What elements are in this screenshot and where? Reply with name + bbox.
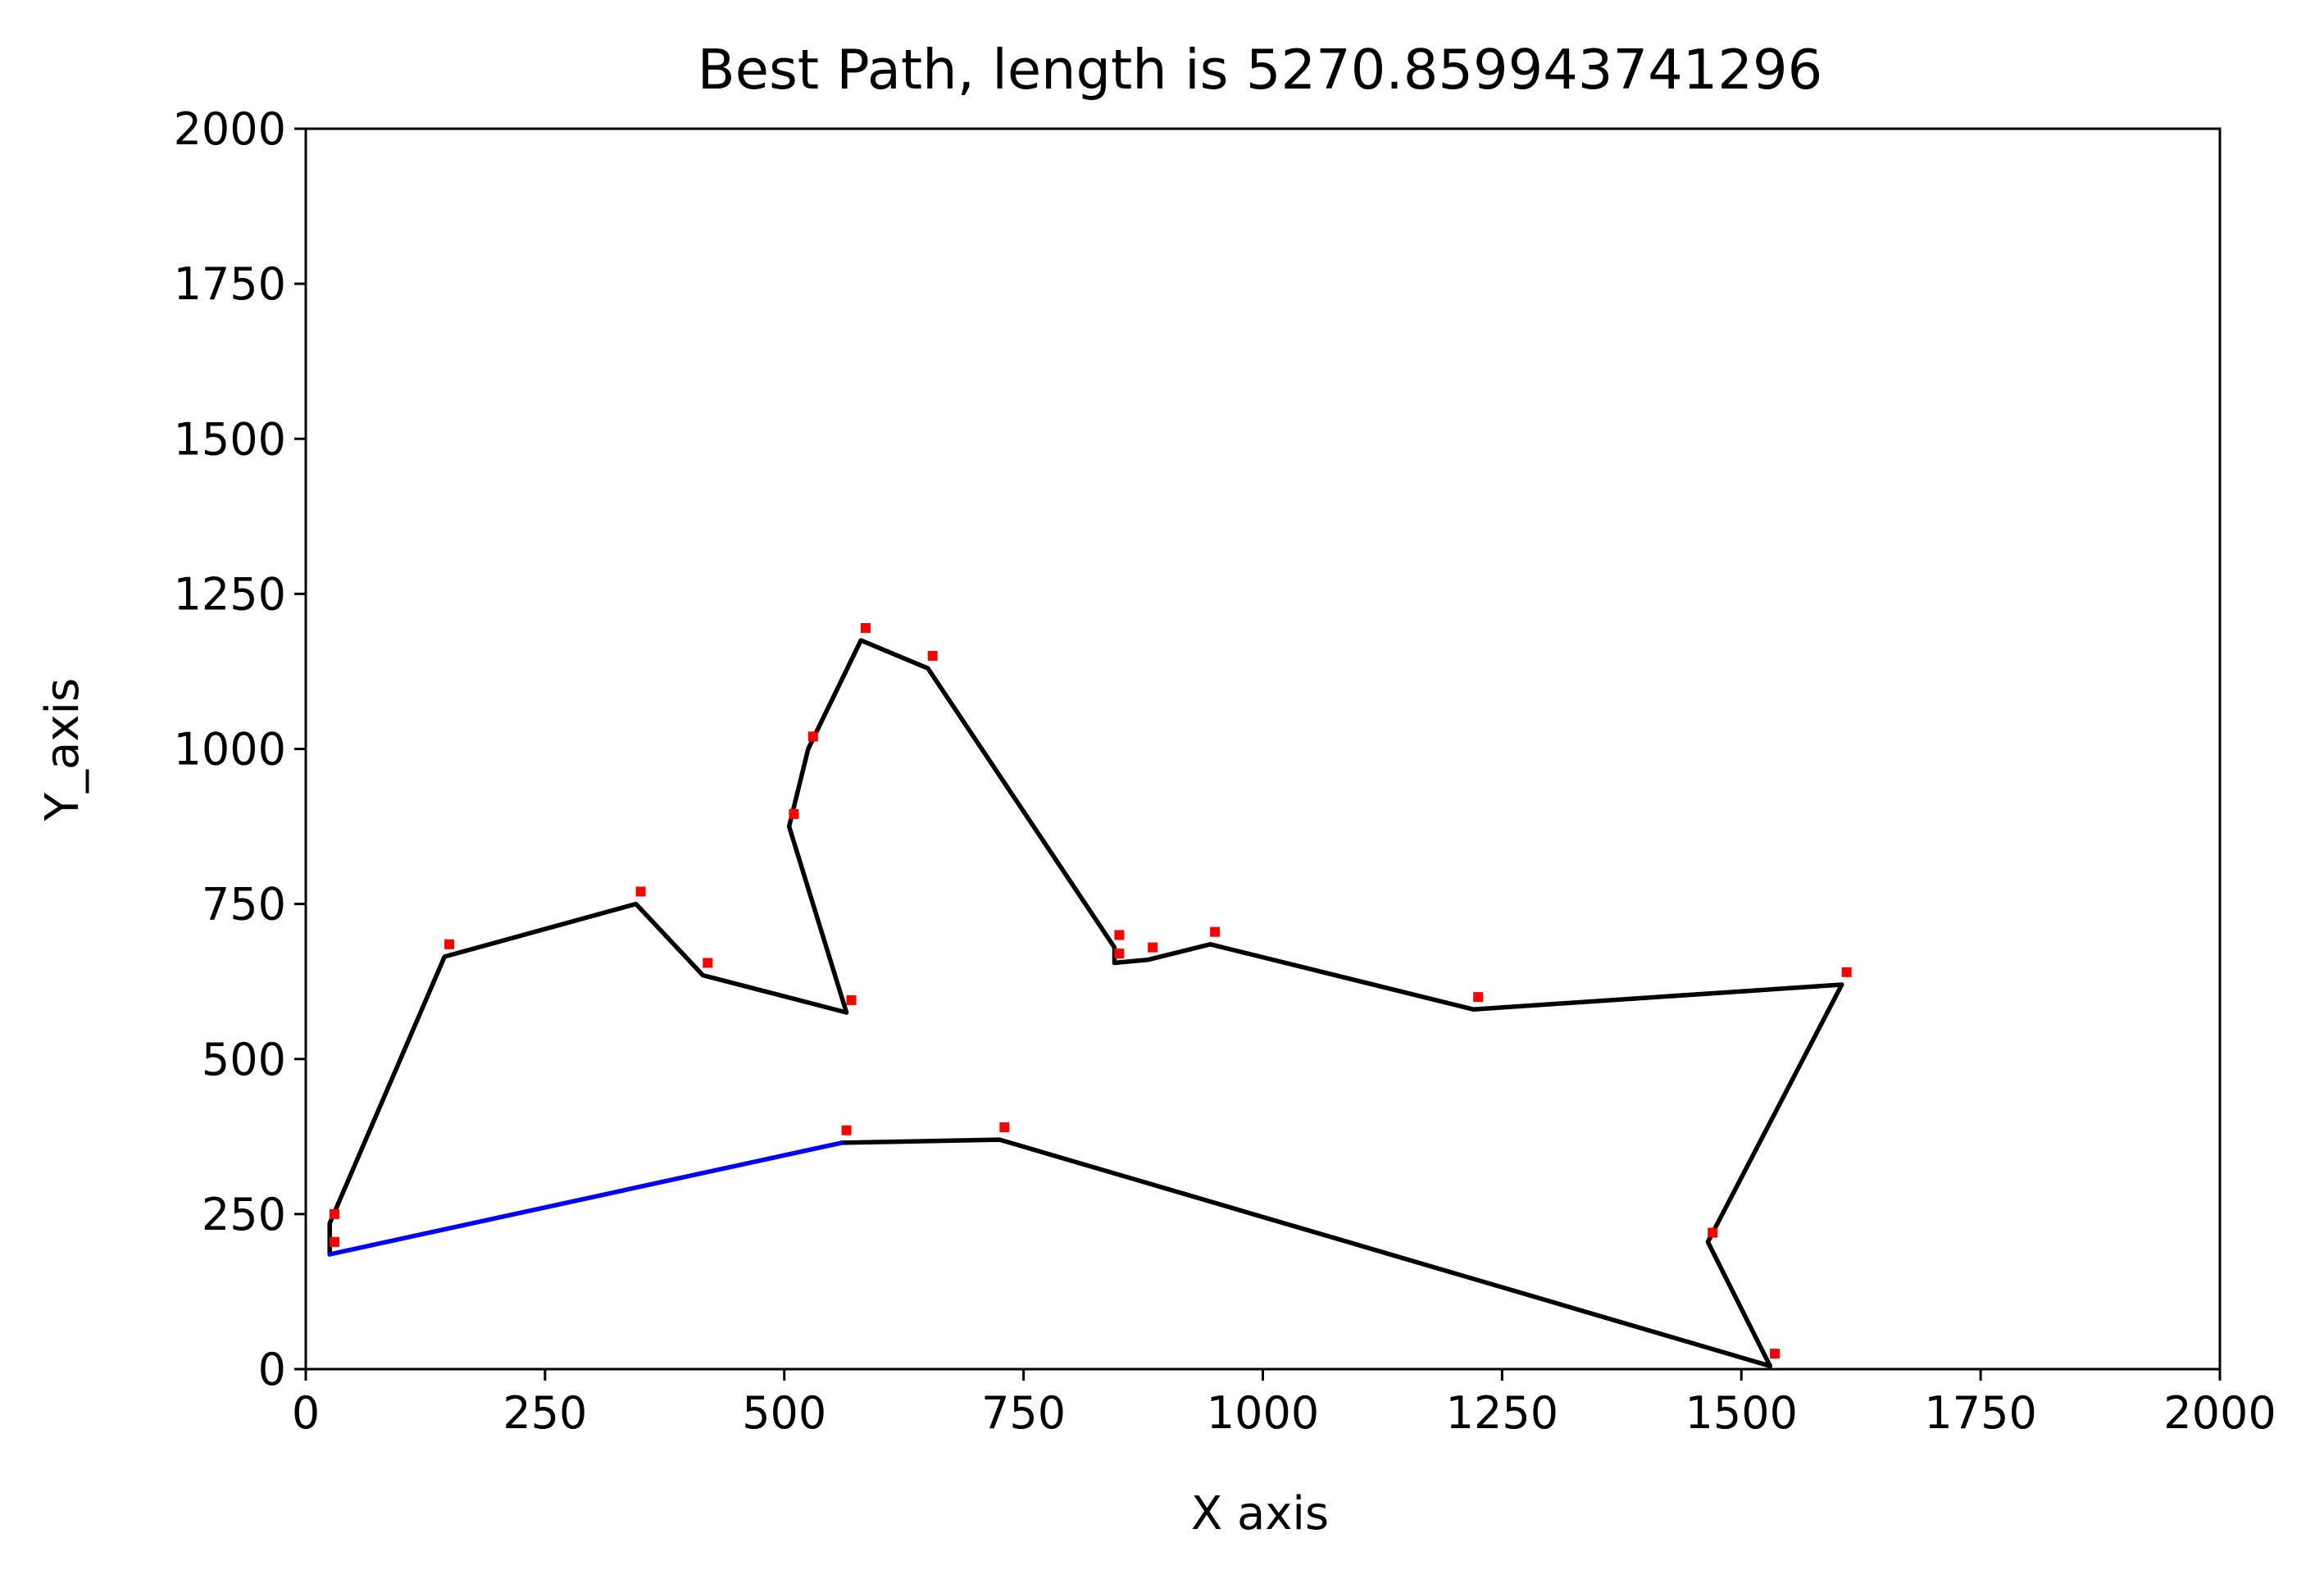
city-point-6 xyxy=(789,808,799,819)
city-point-3 xyxy=(635,886,646,897)
chart-title: Best Path, length is 5270.859943741296 xyxy=(698,38,1822,102)
x-tick-label-4: 1000 xyxy=(1207,1387,1319,1439)
city-point-9 xyxy=(927,651,938,661)
y-tick-label-5: 1250 xyxy=(174,568,286,620)
y-tick-label-0: 0 xyxy=(258,1344,286,1395)
y-tick-label-4: 1000 xyxy=(174,724,286,776)
city-point-17 xyxy=(1770,1349,1781,1359)
x-tick-label-5: 1250 xyxy=(1446,1387,1558,1439)
x-tick-label-0: 0 xyxy=(292,1387,320,1439)
y-tick-label-8: 2000 xyxy=(174,103,286,155)
city-point-12 xyxy=(1148,942,1158,953)
city-point-14 xyxy=(1473,992,1484,1003)
city-point-13 xyxy=(1210,926,1221,937)
x-axis-ticks: 0 250 500 750 1000 1250 1500 1750 2000 xyxy=(292,1369,2276,1439)
y-tick-label-6: 1500 xyxy=(174,413,286,465)
city-point-5 xyxy=(846,994,857,1005)
y-axis-label: Y_axis xyxy=(36,678,89,821)
city-point-11 xyxy=(1114,949,1125,959)
city-point-0 xyxy=(330,1208,339,1219)
y-tick-label-1: 250 xyxy=(202,1189,286,1240)
x-tick-label-8: 2000 xyxy=(2163,1387,2276,1439)
y-tick-label-7: 1750 xyxy=(174,258,286,310)
x-tick-label-2: 500 xyxy=(742,1387,826,1439)
x-axis-label: X axis xyxy=(1191,1487,1329,1540)
city-point-10 xyxy=(1114,930,1125,940)
city-point-7 xyxy=(807,731,818,742)
y-tick-label-3: 750 xyxy=(202,879,286,931)
city-point-19 xyxy=(841,1125,852,1135)
y-tick-label-2: 500 xyxy=(202,1034,286,1085)
x-tick-label-1: 250 xyxy=(503,1387,587,1439)
city-point-16 xyxy=(1708,1227,1718,1238)
city-point-4 xyxy=(703,958,713,968)
x-tick-label-3: 750 xyxy=(981,1387,1066,1439)
city-point-8 xyxy=(861,623,871,633)
city-point-2 xyxy=(444,939,455,949)
city-point-15 xyxy=(1841,967,1852,977)
y-axis-ticks: 0 250 500 750 1000 1250 1500 1750 2000 xyxy=(174,103,306,1395)
x-tick-label-7: 1750 xyxy=(1924,1387,2036,1439)
city-point-1 xyxy=(330,1236,339,1247)
path-series-line-0 xyxy=(327,638,1844,1368)
path-series-line-1 xyxy=(327,1140,844,1257)
x-tick-label-6: 1500 xyxy=(1685,1387,1798,1439)
city-point-18 xyxy=(999,1122,1010,1132)
